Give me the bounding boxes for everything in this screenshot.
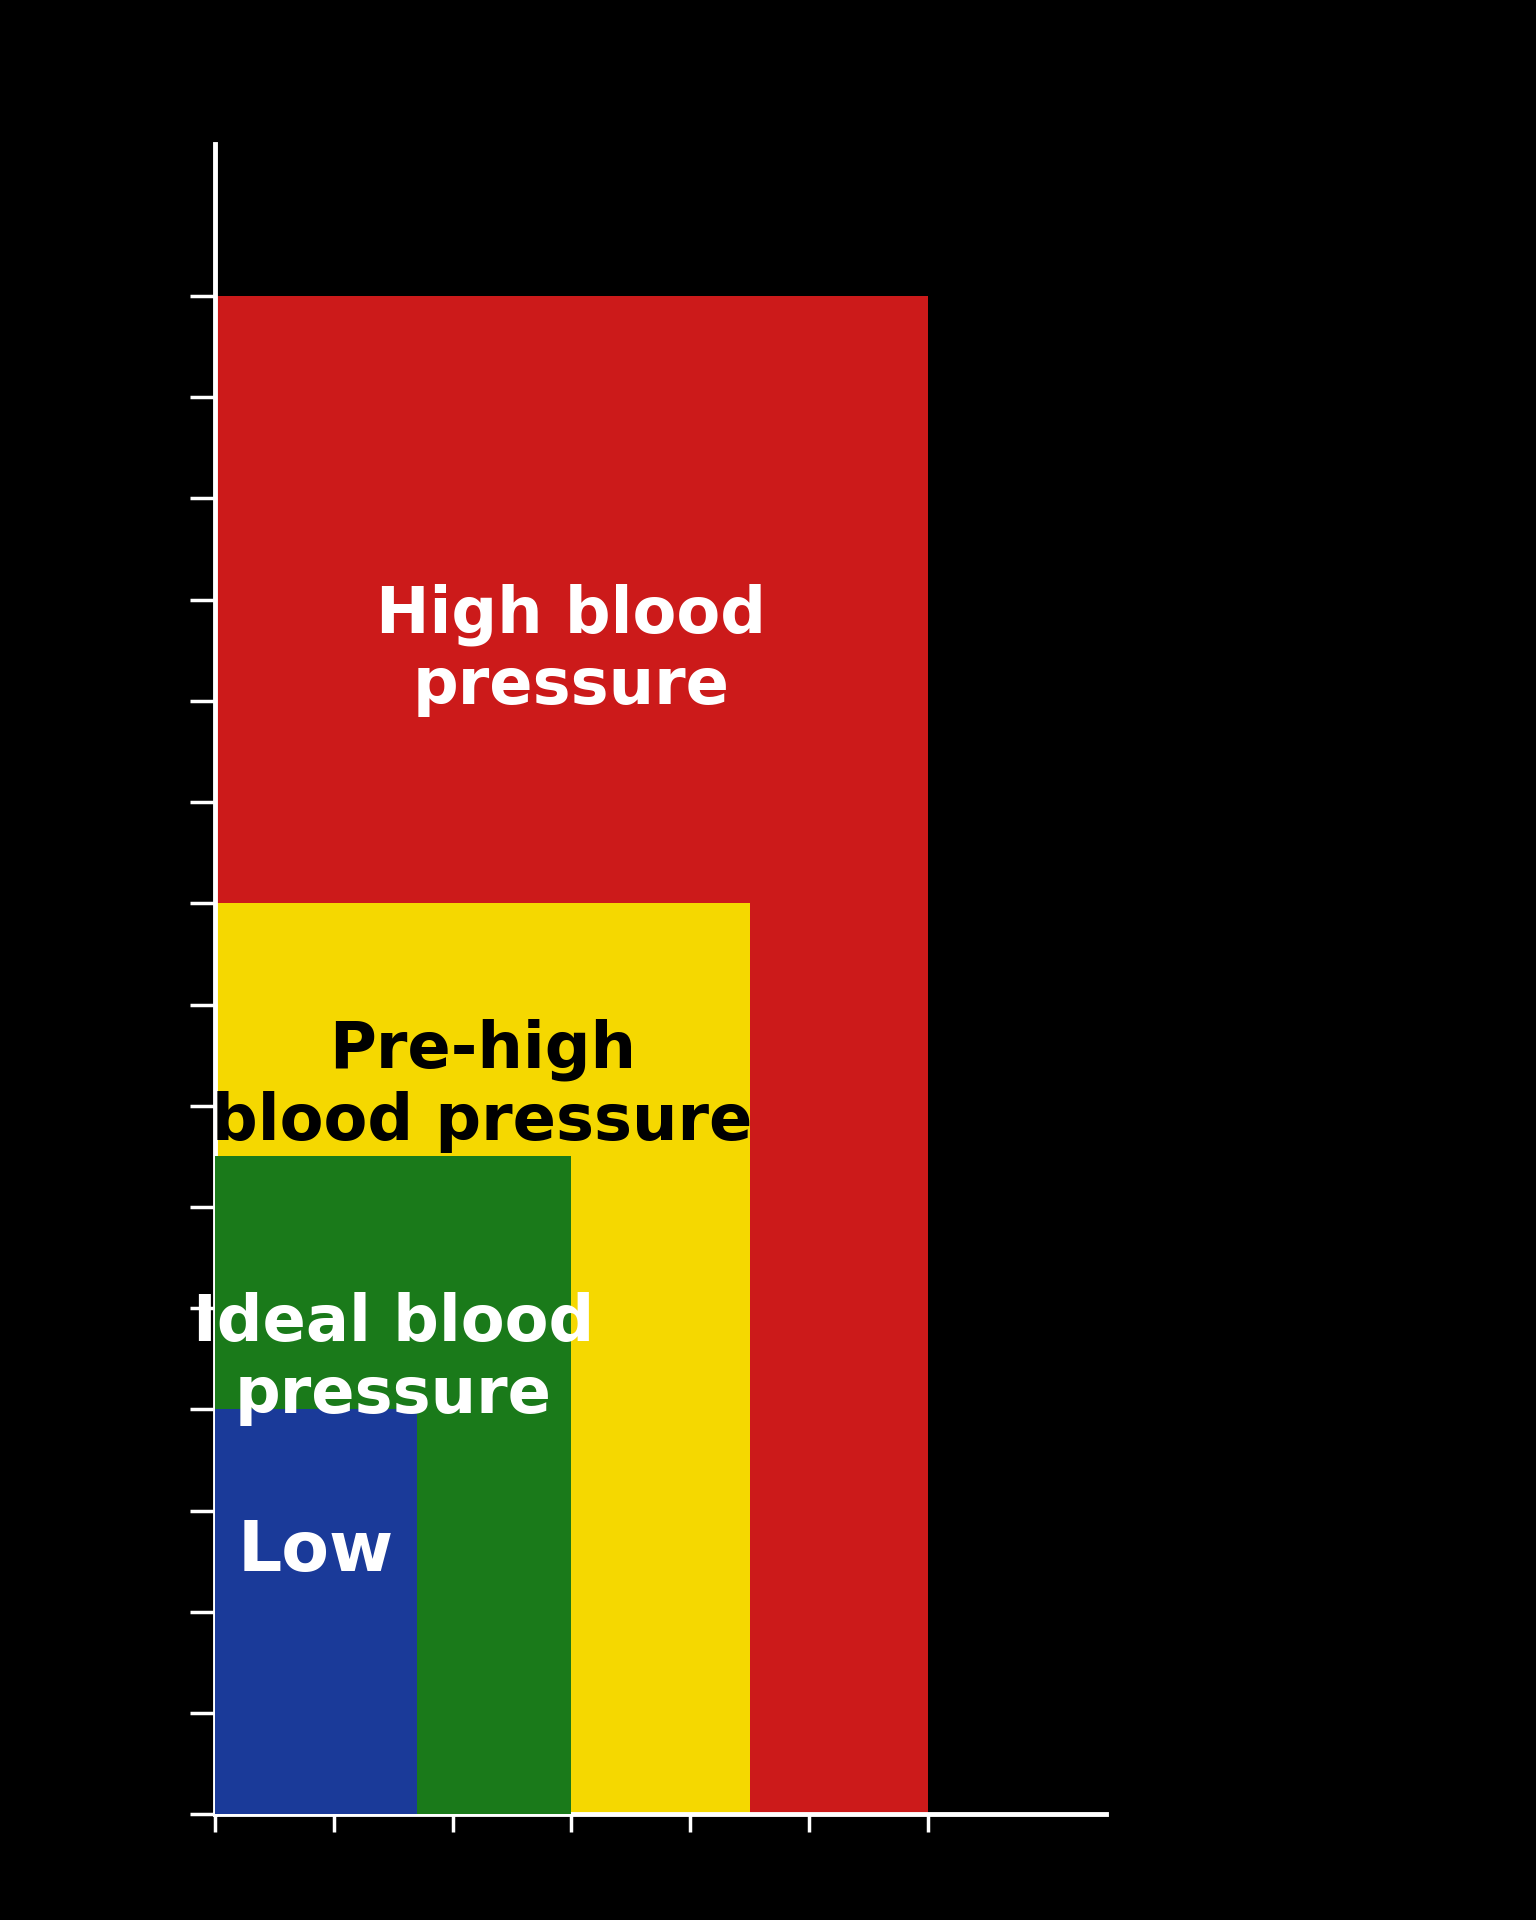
Text: High blood
pressure: High blood pressure xyxy=(376,584,766,718)
Text: Pre-high
blood pressure: Pre-high blood pressure xyxy=(212,1018,753,1152)
Bar xyxy=(215,1156,571,1814)
Bar xyxy=(215,1409,416,1814)
Text: Ideal blood
pressure: Ideal blood pressure xyxy=(192,1292,594,1427)
Bar xyxy=(215,296,928,1814)
Text: Low: Low xyxy=(238,1517,395,1584)
Bar xyxy=(215,902,750,1814)
